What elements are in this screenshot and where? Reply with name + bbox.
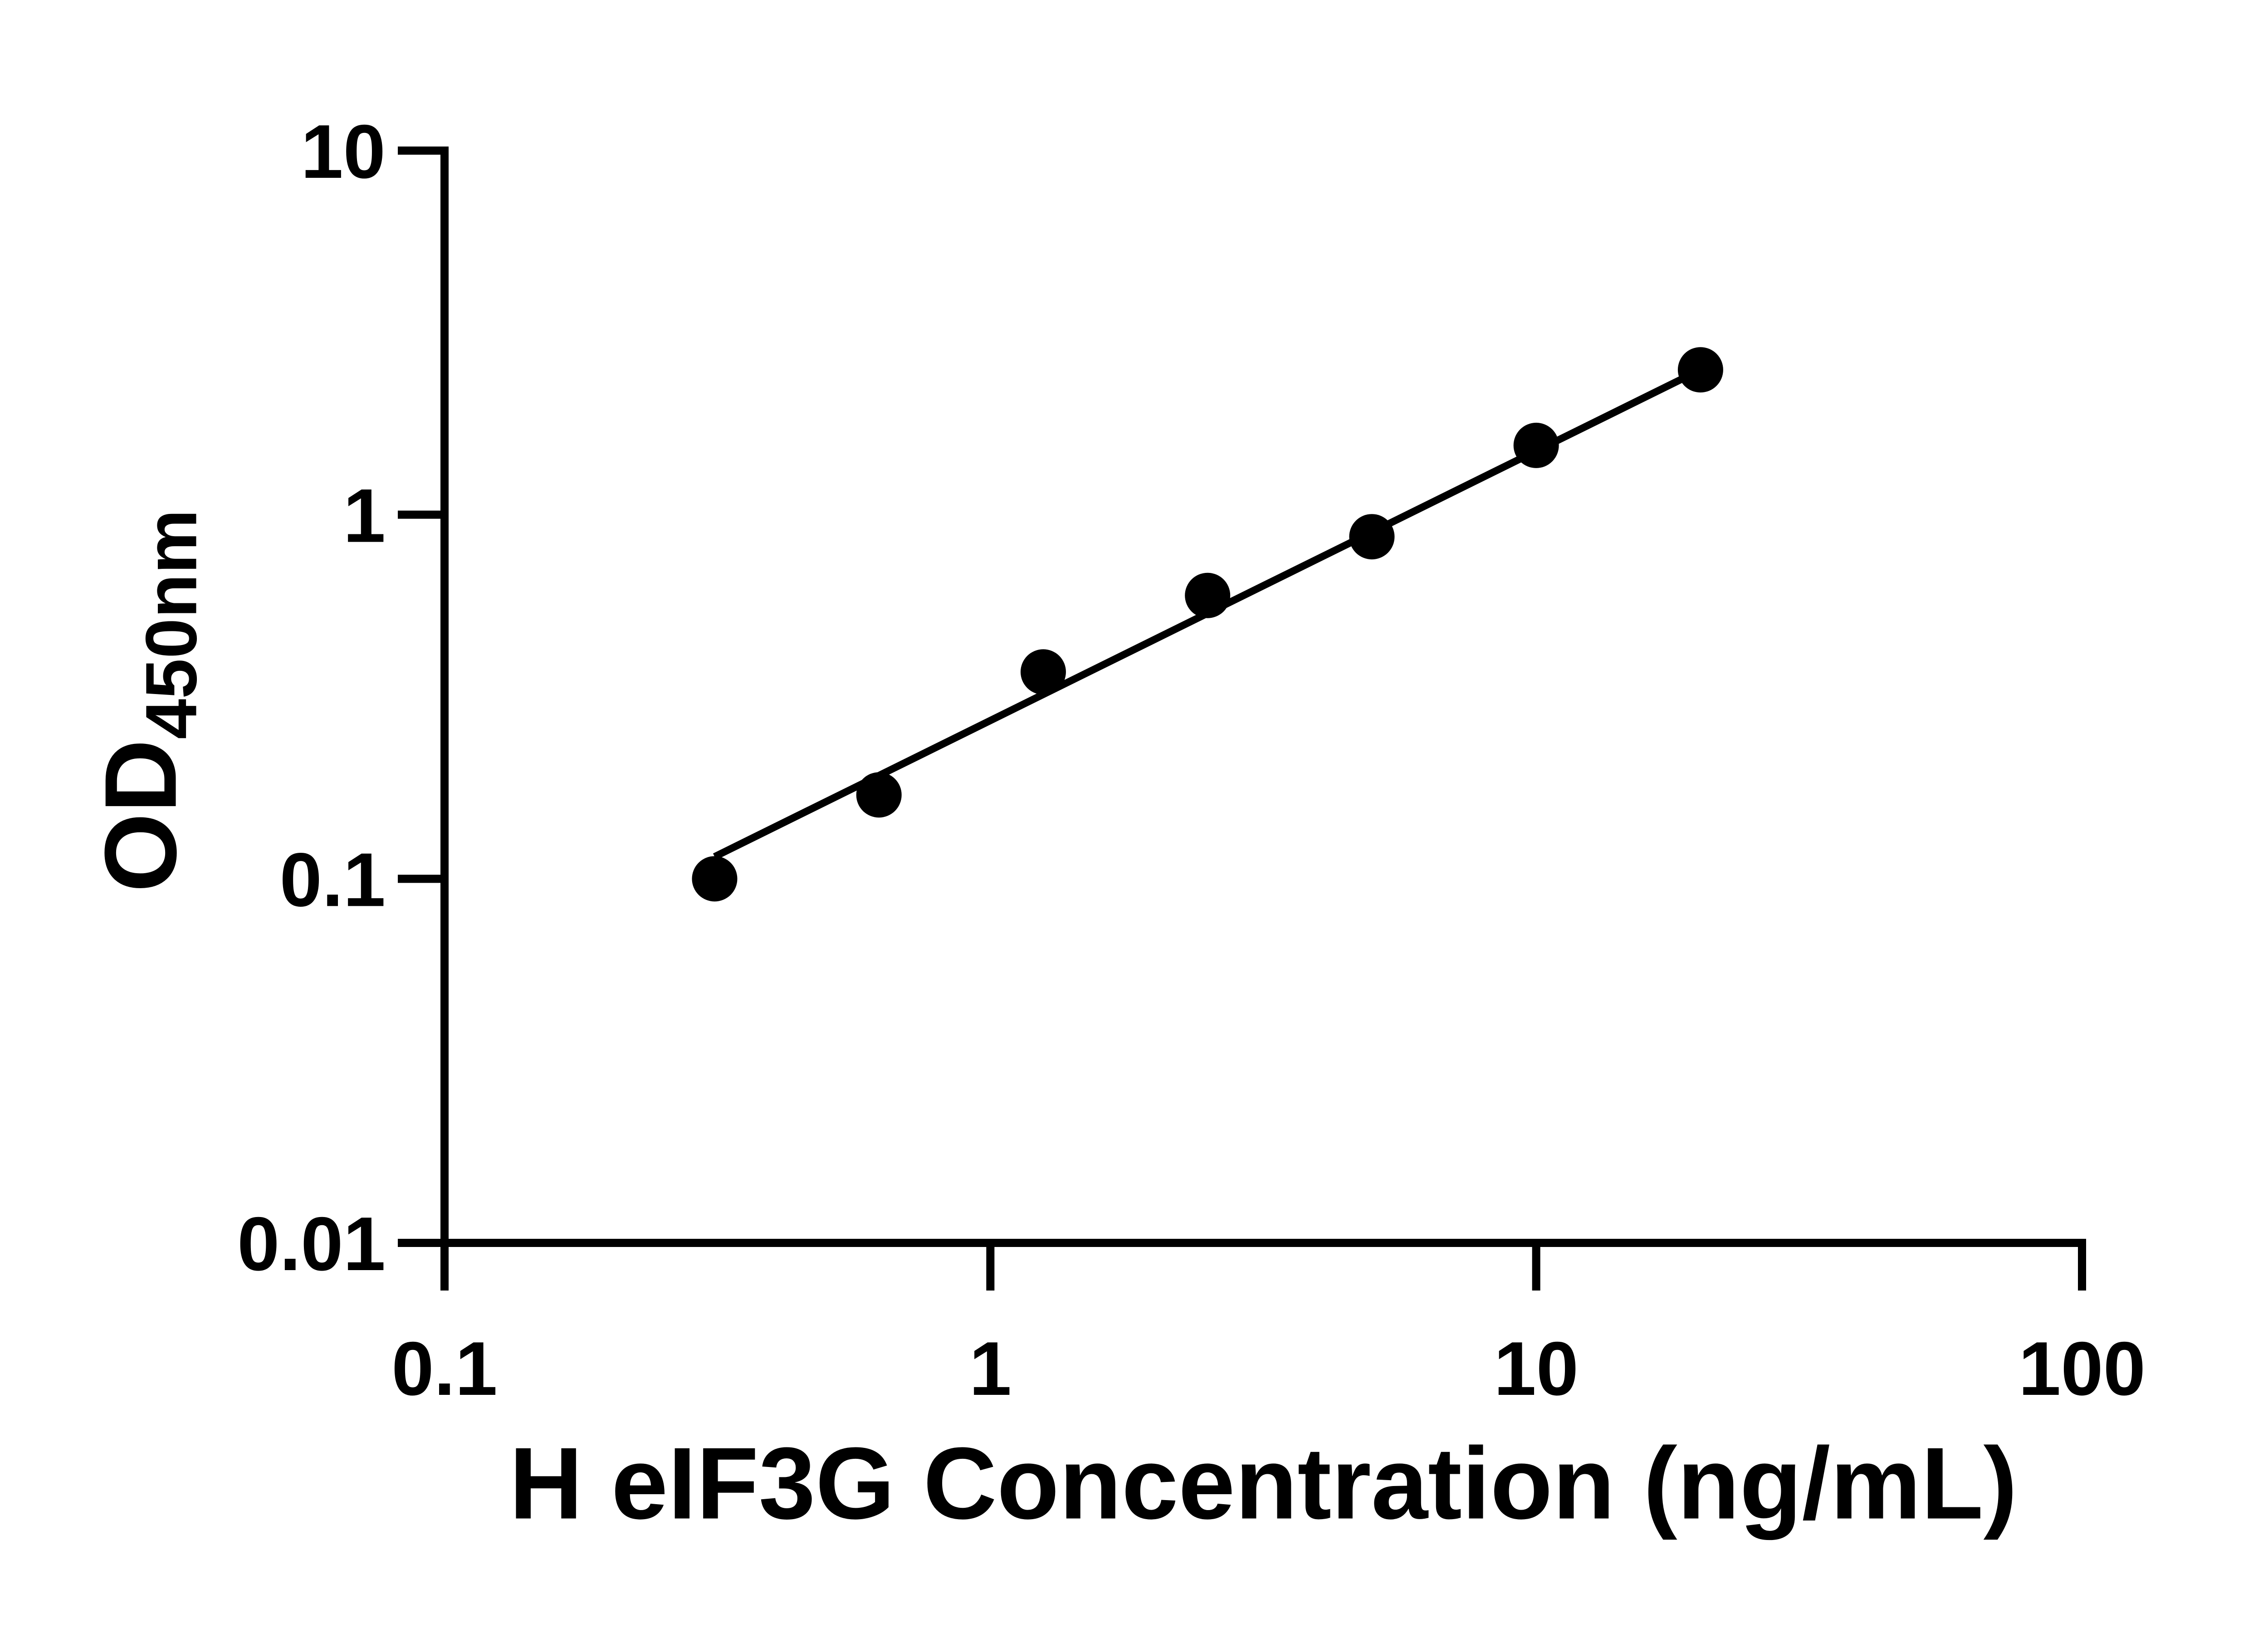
data-point <box>1677 347 1723 393</box>
data-point <box>1185 572 1231 618</box>
x-tick-label: 10 <box>1494 1326 1579 1411</box>
data-point <box>1020 649 1066 695</box>
x-tick-label: 1 <box>969 1326 1012 1411</box>
data-point <box>692 856 738 902</box>
x-axis-title: H eIF3G Concentration (ng/mL) <box>509 1426 2018 1540</box>
data-point <box>1349 514 1395 560</box>
y-tick-label: 1 <box>343 473 386 558</box>
data-point <box>856 772 902 818</box>
x-tick-label: 0.1 <box>391 1326 498 1411</box>
y-axis-title-subscript: 450nm <box>130 509 212 739</box>
y-axis-title-main: OD <box>83 739 198 893</box>
y-tick-label: 0.1 <box>279 837 386 922</box>
x-tick-label: 100 <box>2019 1326 2146 1411</box>
y-tick-label: 0.01 <box>237 1201 386 1286</box>
y-tick-label: 10 <box>301 109 386 194</box>
y-axis-title: OD450nm <box>83 509 212 892</box>
data-point <box>1513 422 1559 468</box>
